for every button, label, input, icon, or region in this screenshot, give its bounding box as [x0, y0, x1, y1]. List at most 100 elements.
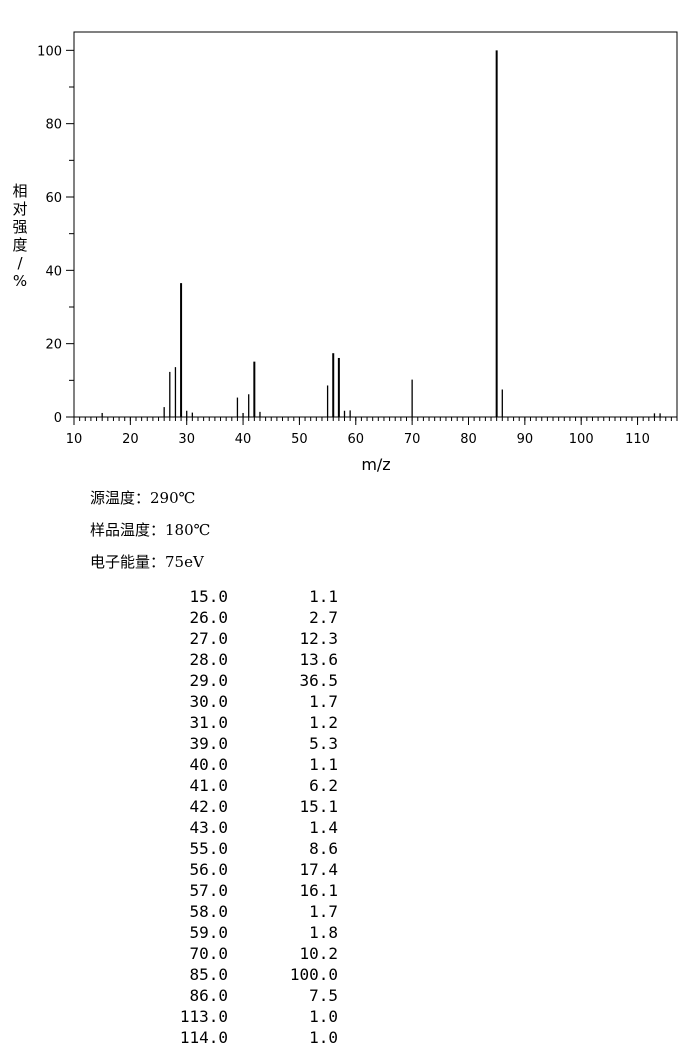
x-tick-label: 20 — [122, 432, 139, 447]
x-tick-label: 10 — [66, 432, 83, 447]
peak-intensity: 7.5 — [309, 986, 338, 1005]
peak-intensity: 16.1 — [299, 881, 338, 900]
y-axis-label-char: 对 — [12, 200, 28, 218]
peak-intensity: 1.0 — [309, 1007, 338, 1026]
peak-intensity: 6.2 — [309, 776, 338, 795]
electron-energy-label: 电子能量： — [90, 553, 166, 571]
peak-row: 29.0 36.5 — [130, 670, 338, 691]
peak-intensity: 15.1 — [299, 797, 338, 816]
mass-spectrum-chart: 10 20 30 40 50 60 70 80 90 100 110 0 20 40 60 80 100 m/… — [37, 31, 678, 474]
y-tick-label: 100 — [37, 44, 62, 59]
peak-mz: 85.0 — [189, 965, 228, 984]
peak-intensity: 1.2 — [309, 713, 338, 732]
y-tick-label: 0 — [54, 411, 62, 426]
peak-intensity: 1.0 — [309, 1028, 338, 1047]
x-tick-label: 90 — [517, 432, 534, 447]
peak-intensity: 5.3 — [309, 734, 338, 753]
peak-row: 28.0 13.6 — [130, 649, 338, 670]
peak-intensity: 100.0 — [289, 965, 338, 984]
peak-intensity: 1.8 — [309, 923, 338, 942]
peak-mz: 30.0 — [189, 692, 228, 711]
peak-mz: 40.0 — [189, 755, 228, 774]
x-tick-label: 100 — [569, 432, 594, 447]
peak-mz: 27.0 — [189, 629, 228, 648]
peak-intensity: 1.1 — [309, 587, 338, 606]
x-tick-label: 50 — [291, 432, 308, 447]
peak-mz: 15.0 — [189, 587, 228, 606]
peak-row: 86.0 7.5 — [130, 985, 338, 1006]
peak-row: 70.0 10.2 — [130, 943, 338, 964]
peak-intensity: 17.4 — [299, 860, 338, 879]
peak-row: 39.0 5.3 — [130, 733, 338, 754]
peak-row: 55.0 8.6 — [130, 838, 338, 859]
x-tick-label: 40 — [235, 432, 252, 447]
peak-row: 15.0 1.1 — [130, 586, 338, 607]
peak-mz: 31.0 — [189, 713, 228, 732]
x-tick-label: 80 — [460, 432, 477, 447]
x-tick-label: 30 — [178, 432, 195, 447]
peak-mz: 29.0 — [189, 671, 228, 690]
peak-row: 31.0 1.2 — [130, 712, 338, 733]
peak-row: 43.0 1.4 — [130, 817, 338, 838]
peak-mz: 56.0 — [189, 860, 228, 879]
y-tick-label: 40 — [45, 264, 62, 279]
y-axis-label-char: / — [17, 254, 23, 272]
y-axis-label-char: 度 — [12, 236, 28, 254]
plot-frame — [73, 31, 678, 418]
source-temperature: 源温度：290℃ — [90, 487, 195, 508]
peak-intensity: 13.6 — [299, 650, 338, 669]
peak-row: 41.0 6.2 — [130, 775, 338, 796]
peak-mz: 43.0 — [189, 818, 228, 837]
x-tick-label: 60 — [348, 432, 365, 447]
peak-row: 58.0 1.7 — [130, 901, 338, 922]
x-tick-label: 110 — [625, 432, 650, 447]
y-axis-label: 相 对 强 度 / % — [9, 182, 31, 290]
peak-row: 56.0 17.4 — [130, 859, 338, 880]
x-axis-ticks: 10 20 30 40 50 60 70 80 90 100 110 — [66, 417, 650, 447]
source-temperature-value: 290℃ — [150, 489, 196, 507]
peak-mz: 86.0 — [189, 986, 228, 1005]
peak-row: 27.0 12.3 — [130, 628, 338, 649]
electron-energy: 电子能量：75eV — [90, 551, 204, 572]
peak-mz: 41.0 — [189, 776, 228, 795]
electron-energy-value: 75eV — [165, 553, 204, 571]
peak-mz: 113.0 — [179, 1007, 228, 1026]
sample-temperature-value: 180℃ — [165, 521, 211, 539]
peak-mz: 55.0 — [189, 839, 228, 858]
peak-mz: 58.0 — [189, 902, 228, 921]
y-tick-label: 20 — [45, 338, 62, 353]
y-tick-label: 80 — [45, 118, 62, 133]
peak-mz: 70.0 — [189, 944, 228, 963]
x-tick-label: 70 — [404, 432, 421, 447]
peak-intensity: 1.7 — [309, 902, 338, 921]
peak-intensity: 2.7 — [309, 608, 338, 627]
peak-row: 40.0 1.1 — [130, 754, 338, 775]
peak-mz: 26.0 — [189, 608, 228, 627]
peak-intensity: 10.2 — [299, 944, 338, 963]
peak-mz: 39.0 — [189, 734, 228, 753]
peak-row: 42.0 15.1 — [130, 796, 338, 817]
peak-intensity: 1.4 — [309, 818, 338, 837]
y-axis-label-char: 相 — [12, 182, 28, 200]
peak-mz: 28.0 — [189, 650, 228, 669]
peak-row: 26.0 2.7 — [130, 607, 338, 628]
peak-row: 85.0 100.0 — [130, 964, 338, 985]
sample-temperature-label: 样品温度： — [90, 521, 166, 539]
peak-row: 30.0 1.7 — [130, 691, 338, 712]
peak-row: 57.0 16.1 — [130, 880, 338, 901]
source-temperature-label: 源温度： — [90, 489, 151, 507]
peak-mz: 59.0 — [189, 923, 228, 942]
sample-temperature: 样品温度：180℃ — [90, 519, 210, 540]
peak-row: 59.0 1.8 — [130, 922, 338, 943]
peak-intensity: 8.6 — [309, 839, 338, 858]
x-axis-label: m/z — [361, 455, 390, 474]
peak-row: 114.0 1.0 — [130, 1027, 338, 1048]
y-axis-label-char: 强 — [12, 218, 28, 236]
y-tick-label: 60 — [45, 191, 62, 206]
peak-intensity: 1.1 — [309, 755, 338, 774]
y-axis-ticks: 0 20 40 60 80 100 — [37, 44, 74, 426]
peak-intensity: 36.5 — [299, 671, 338, 690]
peak-table: 15.0 1.1 26.0 2.7 27.0 12.3 28.0 13.6 29.0 36.5 30… — [130, 586, 338, 1048]
peak-row: 113.0 1.0 — [130, 1006, 338, 1027]
spectrum-peaks — [101, 50, 661, 417]
